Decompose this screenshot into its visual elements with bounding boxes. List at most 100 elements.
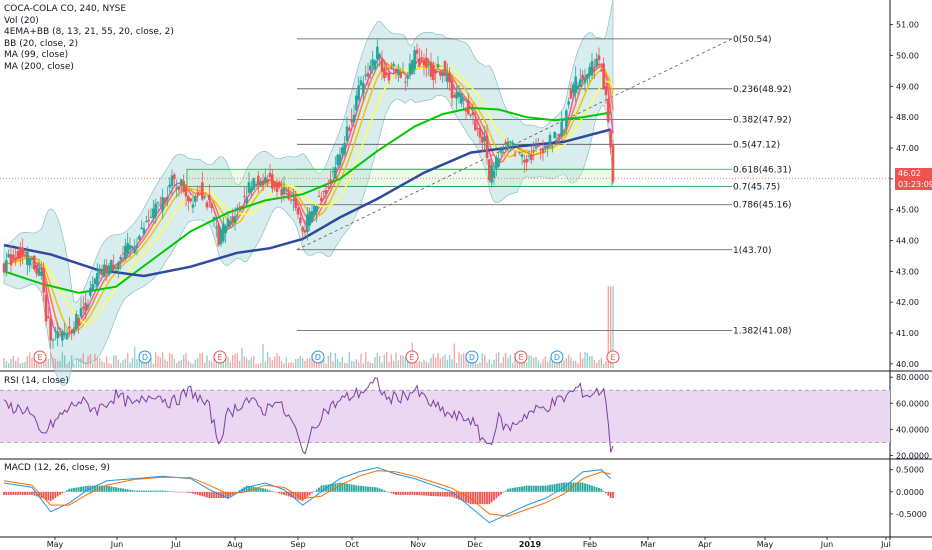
candle-body — [611, 145, 615, 182]
candle-body — [513, 154, 517, 156]
volume-bar — [607, 286, 610, 368]
volume-bar — [154, 352, 157, 368]
candle-body — [609, 129, 612, 148]
candle-body — [308, 211, 311, 226]
macd-histogram-bar — [31, 491, 33, 495]
volume-bar — [523, 357, 526, 368]
macd-histogram-bar — [159, 490, 162, 492]
macd-histogram-bar — [346, 483, 348, 492]
candle-body — [51, 339, 55, 341]
candle-body — [600, 69, 603, 72]
candle-body — [450, 79, 454, 99]
macd-histogram-bar — [84, 486, 87, 492]
macd-histogram-bar — [49, 491, 52, 502]
candle-body — [21, 247, 24, 255]
candle-body — [310, 211, 314, 223]
candle-body — [163, 198, 167, 203]
macd-histogram-bar — [591, 485, 593, 492]
rsi-tick-label: 20.0000 — [896, 451, 929, 460]
legend-line-bb[interactable]: BB (20, close, 2) — [4, 38, 79, 49]
macd-histogram-bar — [607, 491, 610, 496]
volume-bar — [413, 358, 416, 368]
dividend-marker — [550, 350, 564, 364]
volume-bar — [199, 353, 201, 368]
macd-histogram-bar — [479, 491, 481, 505]
volume-bar — [556, 363, 558, 368]
candle-body — [16, 251, 20, 259]
macd-histogram-bar — [451, 491, 453, 497]
macd-histogram-bar — [103, 485, 106, 492]
price-tick-label: 41.00 — [896, 329, 919, 338]
time-tick-label: Aug — [227, 540, 243, 549]
macd-histogram-bar — [154, 490, 157, 492]
macd-histogram-bar — [369, 486, 372, 492]
volume-bar — [453, 343, 456, 368]
macd-histogram-bar — [234, 491, 236, 494]
candle-body — [282, 186, 286, 195]
volume-bar — [346, 362, 348, 368]
macd-histogram-bar — [378, 488, 381, 492]
candle-body — [581, 74, 584, 80]
macd-histogram-bar — [245, 485, 248, 492]
macd-histogram-bar — [115, 487, 117, 492]
volume-bar — [210, 362, 213, 368]
volume-bar — [271, 360, 274, 368]
macd-histogram-bar — [497, 491, 500, 497]
macd-histogram-bar — [404, 491, 407, 495]
legend-line-vol[interactable]: Vol (20) — [4, 15, 39, 26]
macd-histogram-bar — [206, 491, 208, 498]
macd-histogram-bar — [56, 491, 59, 497]
macd-histogram-bar — [598, 487, 600, 492]
volume-bar — [115, 355, 117, 368]
volume-bar — [255, 363, 257, 368]
volume-bar — [49, 352, 52, 368]
macd-histogram-bar — [532, 485, 535, 492]
earnings-marker-label: E — [610, 353, 615, 362]
volume-bar — [203, 362, 206, 368]
macd-histogram-bar — [217, 491, 220, 498]
volume-bar — [82, 353, 85, 368]
macd-histogram-bar — [329, 484, 332, 492]
macd-histogram-bar — [406, 491, 409, 495]
volume-bar — [257, 363, 260, 368]
macd-histogram-bar — [108, 486, 110, 492]
macd-histogram-bar — [448, 491, 451, 497]
candle-body — [231, 216, 234, 223]
macd-histogram-bar — [336, 482, 339, 492]
volume-bar — [215, 356, 218, 368]
volume-bar — [329, 352, 332, 368]
macd-histogram-bar — [383, 490, 386, 492]
candle-body — [425, 57, 428, 68]
volume-bar — [507, 357, 509, 368]
price-tick-label: 40.00 — [896, 360, 919, 369]
macd-histogram-bar — [26, 491, 29, 495]
legend-line-ema-bb[interactable]: 4EMA+BB (8, 13, 21, 55, 20, close, 2) — [4, 27, 174, 37]
candle-body — [264, 177, 267, 184]
candle-body — [604, 86, 608, 96]
candle-body — [462, 99, 465, 101]
candle-body — [401, 72, 405, 74]
volume-bar — [514, 352, 516, 368]
macd-histogram-bar — [504, 490, 507, 492]
macd-histogram-bar — [168, 491, 171, 492]
volume-bar — [105, 356, 108, 368]
candle-body — [488, 159, 491, 181]
rsi-legend[interactable]: RSI (14, close) — [4, 376, 69, 386]
candle-body — [420, 59, 423, 62]
candle-body — [404, 81, 407, 83]
symbol-title[interactable]: COCA-COLA CO, 240, NYSE — [4, 4, 127, 14]
volume-bar — [161, 352, 164, 368]
volume-bar — [75, 358, 78, 368]
macd-legend[interactable]: MACD (12, 26, close, 9) — [4, 463, 110, 473]
volume-bar — [84, 362, 87, 368]
candle-body — [154, 203, 157, 217]
candle-body — [54, 330, 57, 332]
candle-body — [287, 193, 290, 200]
volume-bar — [19, 363, 22, 368]
volume-bar — [185, 353, 187, 368]
volume-bar — [595, 362, 598, 368]
legend-line-ma99[interactable]: MA (99, close) — [4, 50, 69, 60]
legend-line-ma200[interactable]: MA (200, close) — [4, 61, 74, 72]
macd-histogram-bar — [558, 483, 561, 492]
